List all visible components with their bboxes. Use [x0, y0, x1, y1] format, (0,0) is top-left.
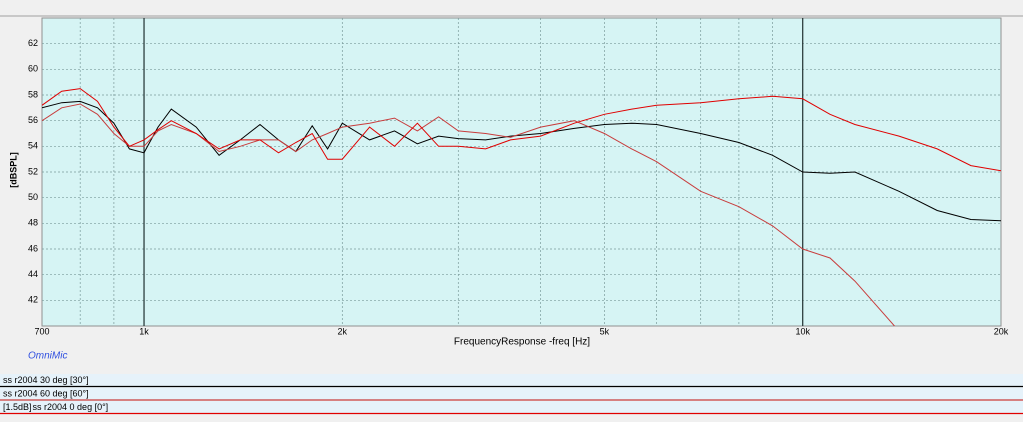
- y-tick-label: 48: [28, 218, 38, 228]
- y-tick-label: 46: [28, 243, 38, 253]
- x-axis-label: FrequencyResponse -freq [Hz]: [454, 337, 590, 348]
- grid: [42, 18, 1001, 326]
- y-tick-label: 42: [28, 295, 38, 305]
- y-tick-label: 52: [28, 166, 38, 176]
- series-line: [42, 103, 896, 326]
- legend-label: ss r2004 0 deg [0°]: [33, 402, 109, 412]
- legend: ss r2004 30 deg [30°] ss r2004 60 deg [60…: [0, 374, 1023, 415]
- y-tick-label: 58: [28, 89, 38, 99]
- lines: [42, 88, 1001, 326]
- x-tick-label: 10k: [795, 326, 810, 336]
- y-tick-label: 62: [28, 38, 38, 48]
- series-line: [42, 88, 1001, 172]
- x-tick-label: 5k: [600, 326, 610, 336]
- plot-area: [41, 17, 1002, 327]
- legend-label: ss r2004 30 deg [30°]: [3, 375, 89, 385]
- x-tick-label: 1k: [139, 326, 149, 336]
- x-tick-label: 2k: [338, 326, 348, 336]
- y-tick-label: 60: [28, 64, 38, 74]
- legend-row: [0, 401, 1023, 413]
- y-tick-label: 50: [28, 192, 38, 202]
- y-tick-label: 44: [28, 269, 38, 279]
- x-tick-label: 20k: [994, 326, 1009, 336]
- watermark: OmniMic: [28, 351, 67, 362]
- legend-offset: [1.5dB]: [3, 402, 32, 412]
- legend-row: [0, 374, 1023, 386]
- x-tick-label: 700: [34, 326, 49, 336]
- series-line: [42, 100, 1001, 222]
- legend-row: [0, 387, 1023, 400]
- y-tick-label: 56: [28, 115, 38, 125]
- y-tick-label: 54: [28, 141, 38, 151]
- legend-label: ss r2004 60 deg [60°]: [3, 388, 89, 398]
- y-axis-label: [dBSPL]: [8, 152, 18, 188]
